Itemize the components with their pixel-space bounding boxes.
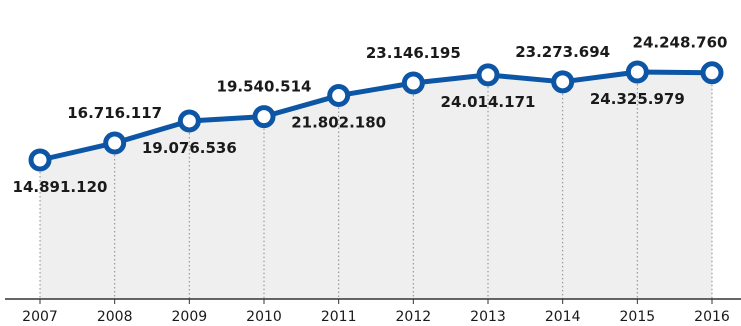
x-tick-label: 2009 xyxy=(172,309,208,325)
data-point xyxy=(327,84,351,108)
x-tick-label: 2011 xyxy=(321,309,357,325)
data-point xyxy=(252,105,276,129)
x-tick-label: 2016 xyxy=(694,309,730,325)
data-label: 24.248.760 xyxy=(633,34,728,52)
data-label: 19.540.514 xyxy=(217,78,312,96)
data-label: 19.076.536 xyxy=(142,139,237,157)
x-tick-label: 2010 xyxy=(246,309,282,325)
x-tick-label: 2008 xyxy=(97,309,133,325)
x-tick-label: 2014 xyxy=(545,309,581,325)
data-point xyxy=(551,70,575,94)
data-label: 14.891.120 xyxy=(13,178,108,196)
data-label: 23.146.195 xyxy=(366,44,461,62)
data-label: 16.716.117 xyxy=(67,104,162,122)
data-label: 24.014.171 xyxy=(441,93,536,111)
data-point xyxy=(700,61,724,85)
data-label: 21.802.180 xyxy=(291,114,386,132)
data-point xyxy=(401,71,425,95)
data-point xyxy=(103,131,127,155)
data-point xyxy=(177,109,201,133)
x-tick-label: 2007 xyxy=(22,309,58,325)
data-point xyxy=(476,63,500,87)
x-tick-label: 2015 xyxy=(620,309,656,325)
series-line xyxy=(39,69,713,163)
data-point xyxy=(625,60,649,84)
data-point xyxy=(28,148,52,172)
x-tick-label: 2012 xyxy=(396,309,432,325)
area-fill xyxy=(40,72,712,299)
data-label: 24.325.979 xyxy=(590,90,685,108)
x-tick-label: 2013 xyxy=(470,309,506,325)
data-label: 23.273.694 xyxy=(515,43,610,61)
